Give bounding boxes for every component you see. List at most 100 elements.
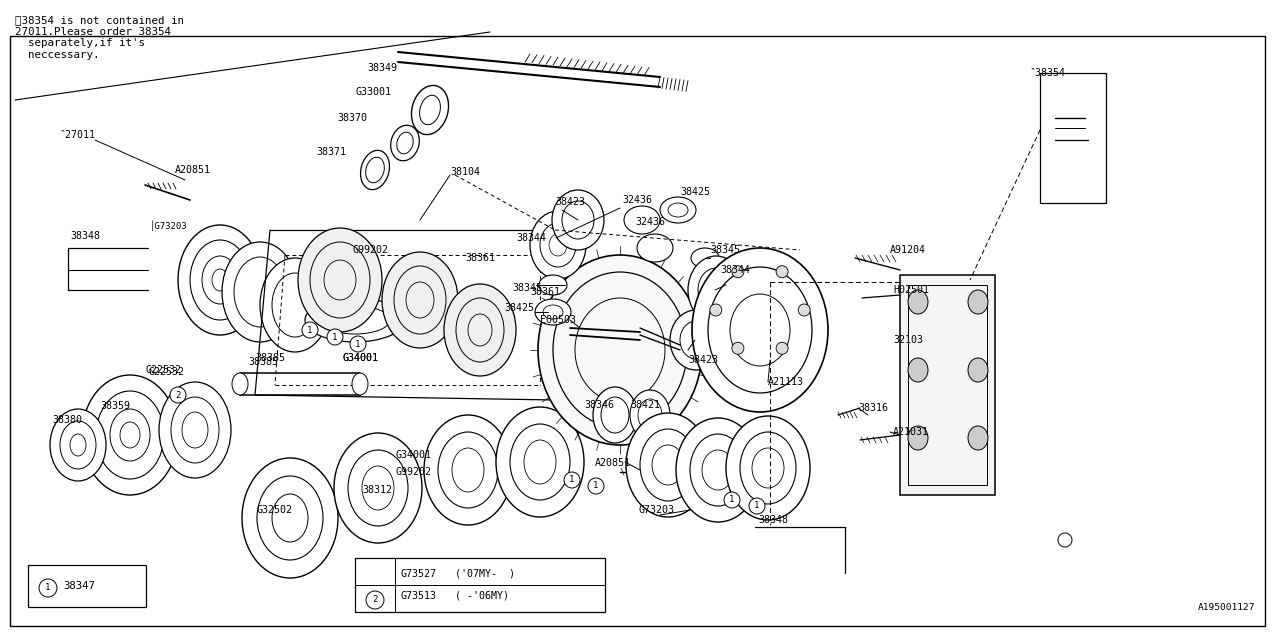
Text: 1: 1	[570, 476, 575, 484]
Ellipse shape	[273, 273, 317, 337]
Text: G34001: G34001	[342, 353, 378, 363]
Ellipse shape	[530, 211, 586, 279]
Bar	[908, 285, 987, 485]
Text: G73203: G73203	[637, 505, 675, 515]
Bar	[1039, 73, 1106, 203]
Ellipse shape	[692, 248, 828, 412]
Text: 38423: 38423	[556, 197, 585, 207]
Ellipse shape	[361, 150, 389, 189]
Ellipse shape	[908, 290, 928, 314]
Circle shape	[170, 387, 186, 403]
Text: 32436: 32436	[635, 217, 666, 227]
Text: ‸38354 is not contained in
27011.Please order 38354
  separately,if it's
  necce: ‸38354 is not contained in 27011.Please …	[15, 15, 184, 60]
Ellipse shape	[593, 387, 637, 443]
Text: 38344: 38344	[721, 265, 750, 275]
Text: A91204: A91204	[890, 245, 925, 255]
Text: 38361: 38361	[530, 287, 561, 297]
Ellipse shape	[444, 284, 516, 376]
Text: 1: 1	[307, 326, 312, 335]
Bar	[355, 558, 605, 612]
Ellipse shape	[535, 299, 571, 325]
Text: ‶27011: ‶27011	[60, 130, 96, 140]
Circle shape	[732, 266, 744, 278]
Text: ‶38354: ‶38354	[1030, 68, 1066, 78]
Text: G34001: G34001	[342, 353, 378, 363]
Text: G99202: G99202	[396, 467, 431, 477]
Ellipse shape	[908, 426, 928, 450]
Text: A195001127: A195001127	[1198, 604, 1254, 612]
Ellipse shape	[690, 434, 746, 506]
Ellipse shape	[381, 252, 458, 348]
Ellipse shape	[538, 255, 701, 445]
Text: A20851: A20851	[175, 165, 211, 175]
Ellipse shape	[298, 228, 381, 332]
Ellipse shape	[352, 373, 369, 395]
Text: 1: 1	[594, 481, 599, 490]
Text: 32436: 32436	[622, 195, 652, 205]
Text: 38425: 38425	[680, 187, 710, 197]
Ellipse shape	[110, 409, 150, 461]
Ellipse shape	[82, 375, 178, 495]
Ellipse shape	[242, 458, 338, 578]
Ellipse shape	[562, 201, 594, 239]
Ellipse shape	[310, 242, 370, 318]
Ellipse shape	[178, 225, 262, 335]
Text: A21113: A21113	[768, 377, 804, 387]
Ellipse shape	[234, 257, 285, 327]
Ellipse shape	[689, 256, 744, 324]
Ellipse shape	[221, 242, 298, 342]
Ellipse shape	[908, 358, 928, 382]
Ellipse shape	[320, 306, 390, 334]
Text: 38316: 38316	[858, 403, 888, 413]
Circle shape	[38, 579, 58, 597]
Ellipse shape	[159, 382, 230, 478]
Ellipse shape	[509, 424, 570, 500]
Ellipse shape	[172, 397, 219, 463]
Text: 38421: 38421	[630, 400, 660, 410]
Text: G32502: G32502	[256, 505, 292, 515]
Text: 38370: 38370	[337, 113, 367, 123]
Text: 2: 2	[372, 595, 378, 605]
Text: 1: 1	[730, 495, 735, 504]
Ellipse shape	[257, 476, 323, 560]
Text: 38347: 38347	[63, 581, 95, 591]
Ellipse shape	[334, 433, 422, 543]
Text: G73527: G73527	[401, 569, 436, 579]
Text: 38349: 38349	[367, 63, 397, 73]
Text: G22532: G22532	[145, 365, 180, 375]
Ellipse shape	[552, 190, 604, 250]
Text: G73513: G73513	[401, 591, 436, 601]
Ellipse shape	[691, 248, 719, 268]
Circle shape	[302, 322, 317, 338]
Text: 1: 1	[754, 502, 760, 511]
Ellipse shape	[698, 268, 733, 312]
Ellipse shape	[260, 258, 330, 352]
Text: 32103: 32103	[893, 335, 923, 345]
Circle shape	[588, 478, 604, 494]
Text: G22532: G22532	[148, 367, 184, 377]
Ellipse shape	[202, 256, 238, 304]
Text: A21031: A21031	[893, 427, 929, 437]
Ellipse shape	[456, 298, 504, 362]
Text: 38380: 38380	[52, 415, 82, 425]
Text: 38348: 38348	[758, 515, 788, 525]
Ellipse shape	[968, 290, 988, 314]
Text: ( -'06MY): ( -'06MY)	[454, 591, 509, 601]
Circle shape	[1059, 533, 1073, 547]
Ellipse shape	[626, 413, 710, 517]
Ellipse shape	[553, 272, 687, 428]
Text: 38346: 38346	[584, 400, 614, 410]
Circle shape	[776, 342, 788, 355]
Ellipse shape	[120, 422, 140, 448]
Ellipse shape	[540, 223, 576, 267]
Text: A20851: A20851	[595, 458, 631, 468]
Ellipse shape	[232, 373, 248, 395]
Bar	[900, 275, 995, 495]
Text: 38312: 38312	[362, 485, 392, 495]
Text: E00503: E00503	[540, 315, 576, 325]
Circle shape	[349, 336, 366, 352]
Text: G34001: G34001	[396, 450, 431, 460]
Ellipse shape	[189, 240, 250, 320]
Ellipse shape	[726, 416, 810, 520]
Ellipse shape	[390, 125, 420, 161]
